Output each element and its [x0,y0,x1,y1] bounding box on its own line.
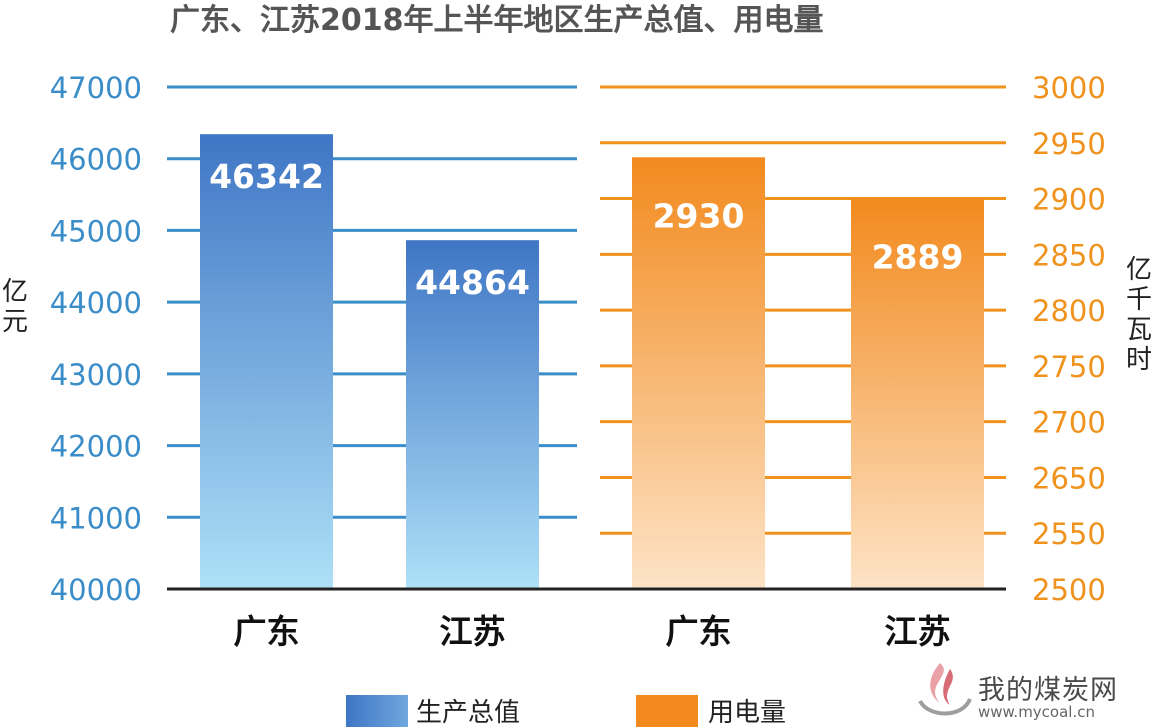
power-tick-label: 2850 [1032,238,1106,272]
power-bars: 2930 2889 [632,157,984,589]
category-label: 广东 [234,612,300,651]
category-label: 江苏 [440,612,506,651]
power-tick-label: 2700 [1032,406,1106,440]
power-y-axis-label-char: 亿 [1126,255,1152,285]
gdp-tick-label: 44000 [50,286,142,320]
chart-title: 广东、江苏2018年上半年地区生产总值、用电量 [170,3,824,38]
power-tick-label: 2650 [1032,461,1106,495]
power-data-label: 2889 [872,237,964,276]
power-tick-label: 2800 [1032,294,1106,328]
gdp-data-label: 44864 [415,263,530,302]
power-tick-label: 2550 [1032,517,1106,551]
gdp-data-label: 46342 [209,157,324,196]
legend-swatch-gdp [346,695,408,727]
power-bar [632,157,765,589]
legend-label-power: 用电量 [708,698,786,728]
watermark-text: 我的煤炭网 [978,675,1118,706]
gdp-y-axis-label-char: 元 [2,307,28,337]
legend-label-gdp: 生产总值 [416,698,520,728]
gdp-bars: 46342 44864 [200,134,539,590]
gdp-y-axis-label-char: 亿 [2,277,28,307]
power-y-axis-label-char: 时 [1126,345,1152,375]
watermark-url: www.mycoal.cn [978,703,1095,721]
gdp-bar [200,134,333,590]
gdp-bar [406,240,539,590]
power-tick-label: 3000 [1032,71,1106,105]
power-y-axis-label-char: 千 [1126,285,1152,315]
gdp-tick-label: 46000 [50,143,142,177]
gdp-tick-label: 42000 [50,430,142,464]
legend-swatch-power [636,695,698,727]
power-tick-label: 2950 [1032,127,1106,161]
power-bar [851,198,984,589]
power-tick-label: 2500 [1032,573,1106,607]
power-tick-label: 2900 [1032,183,1106,217]
category-label: 江苏 [885,612,951,651]
gdp-tick-label: 40000 [50,573,142,607]
gdp-tick-labels: 40000 41000 42000 43000 44000 45000 46000 47000 [50,71,142,607]
category-label: 广东 [666,612,732,651]
gdp-y-axis-label: 亿元 [2,277,28,337]
power-y-axis-label-char: 瓦 [1126,315,1152,345]
power-tick-label: 2750 [1032,350,1106,384]
gdp-tick-label: 43000 [50,358,142,392]
power-tick-labels: 2500 2550 2650 2700 2750 2800 2850 2900 2950 3000 [1032,71,1106,607]
gdp-tick-label: 41000 [50,501,142,535]
category-labels: 广东 江苏 广东 江苏 [234,612,951,651]
watermark-flame-icon [910,655,976,725]
gdp-tick-label: 45000 [50,214,142,248]
power-data-label: 2930 [653,196,745,235]
gdp-tick-label: 47000 [50,71,142,105]
